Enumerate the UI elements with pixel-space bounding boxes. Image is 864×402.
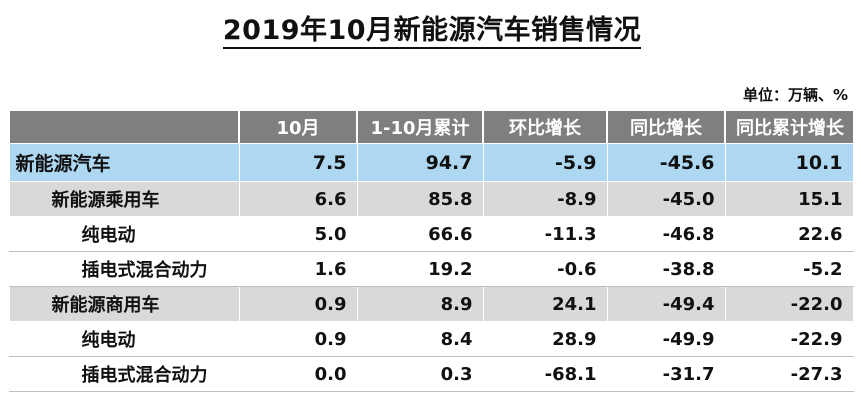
row-label: 纯电动: [8, 321, 240, 357]
column-header: [8, 110, 240, 144]
table-row: 插电式混合动力 0.0 0.3 -68.1 -31.7 -27.3: [8, 356, 854, 392]
table-cell: -27.3: [724, 356, 854, 392]
table-header-row: 10月 1-10月累计 环比增长 同比增长 同比累计增长: [8, 110, 854, 144]
table-cell: 0.9: [238, 286, 358, 322]
column-header: 同比增长: [606, 110, 726, 144]
table-cell: 10.1: [724, 143, 854, 182]
page-title: 2019年10月新能源汽车销售情况: [0, 8, 864, 49]
row-label: 插电式混合动力: [8, 251, 240, 287]
table-cell: 22.6: [724, 216, 854, 252]
unit-note: 单位：万辆、%: [742, 86, 848, 104]
row-label: 插电式混合动力: [8, 356, 240, 392]
page-title-text: 2019年10月新能源汽车销售情况: [222, 15, 642, 49]
table-cell: 5.0: [238, 216, 358, 252]
table-cell: -46.8: [606, 216, 726, 252]
table-cell: 1.6: [238, 251, 358, 287]
table-row: 纯电动 0.9 8.4 28.9 -49.9 -22.9: [8, 321, 854, 357]
table-cell: -68.1: [482, 356, 608, 392]
table-cell: 0.3: [356, 356, 484, 392]
table-cell: -45.0: [606, 181, 726, 217]
table-row: 新能源汽车 7.5 94.7 -5.9 -45.6 10.1: [8, 143, 854, 182]
table-body: 新能源汽车 7.5 94.7 -5.9 -45.6 10.1 新能源乘用车 6.6 85.8 -8…: [8, 143, 854, 392]
row-label: 新能源商用车: [8, 286, 240, 322]
column-header: 1-10月累计: [356, 110, 484, 144]
column-header: 10月: [238, 110, 358, 144]
table-cell: 85.8: [356, 181, 484, 217]
table-row: 纯电动 5.0 66.6 -11.3 -46.8 22.6: [8, 216, 854, 252]
table-cell: 15.1: [724, 181, 854, 217]
column-header: 同比累计增长: [724, 110, 854, 144]
sales-table: 10月 1-10月累计 环比增长 同比增长 同比累计增长 新能源汽车 7.5 94.…: [8, 110, 854, 392]
table-cell: 28.9: [482, 321, 608, 357]
table-cell: -49.4: [606, 286, 726, 322]
table-cell: 7.5: [238, 143, 358, 182]
table-cell: 6.6: [238, 181, 358, 217]
table-cell: -38.8: [606, 251, 726, 287]
table-cell: -0.6: [482, 251, 608, 287]
table-cell: 19.2: [356, 251, 484, 287]
table-cell: -22.0: [724, 286, 854, 322]
row-label: 新能源汽车: [8, 143, 240, 182]
row-label: 新能源乘用车: [8, 181, 240, 217]
table-row: 新能源商用车 0.9 8.9 24.1 -49.4 -22.0: [8, 286, 854, 322]
table-cell: -11.3: [482, 216, 608, 252]
table-cell: 8.4: [356, 321, 484, 357]
table-cell: 66.6: [356, 216, 484, 252]
table-row: 新能源乘用车 6.6 85.8 -8.9 -45.0 15.1: [8, 181, 854, 217]
table-cell: 0.9: [238, 321, 358, 357]
table-cell: 24.1: [482, 286, 608, 322]
table-row: 插电式混合动力 1.6 19.2 -0.6 -38.8 -5.2: [8, 251, 854, 287]
column-header: 环比增长: [482, 110, 608, 144]
table-cell: -49.9: [606, 321, 726, 357]
table-cell: 94.7: [356, 143, 484, 182]
table-cell: -5.9: [482, 143, 608, 182]
table-cell: 0.0: [238, 356, 358, 392]
row-label: 纯电动: [8, 216, 240, 252]
table-cell: -22.9: [724, 321, 854, 357]
table-cell: -45.6: [606, 143, 726, 182]
table-cell: 8.9: [356, 286, 484, 322]
table-cell: -8.9: [482, 181, 608, 217]
table-cell: -5.2: [724, 251, 854, 287]
table-cell: -31.7: [606, 356, 726, 392]
